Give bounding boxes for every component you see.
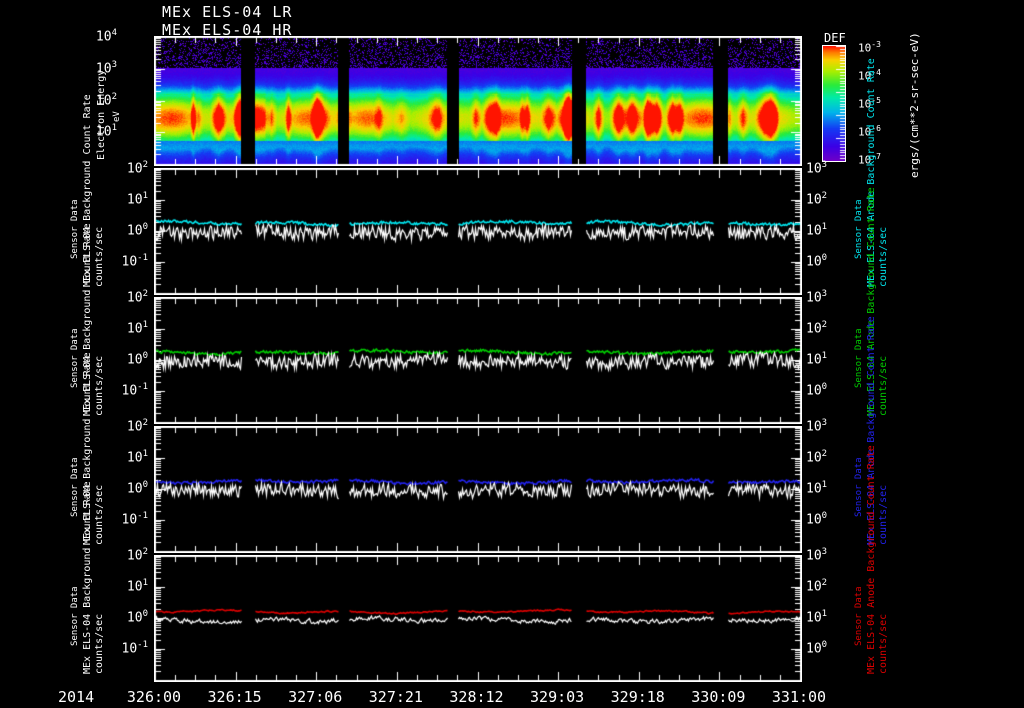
ytick-right-anode-2-3: 100 [806,382,828,399]
ylabel-left-l2-anode-4: counts/sec [94,613,105,674]
xtick-label-4: 328:12 [449,688,504,706]
xtick-label-5: 329:03 [530,688,585,706]
colorbar-tick-2: 10-5 [858,96,881,111]
ytick-left-anode-1-1: 101 [126,191,148,208]
line-plot-area-anode-4 [154,555,802,682]
line-panel-anode-3 [154,426,802,553]
ytick-right-anode-3-3: 100 [806,511,828,528]
spectrogram-ytick-2: 102 [95,91,117,108]
ytick-right-anode-2-2: 101 [806,351,828,368]
colorbar-tick-3: 10-6 [858,124,881,139]
ylabel-right-l2-anode-3: counts/sec [878,484,889,545]
ytick-right-anode-2-0: 103 [806,289,828,306]
xtick-label-1: 326:15 [207,688,262,706]
ytick-right-anode-3-2: 101 [806,480,828,497]
ytick-right-anode-4-2: 101 [806,609,828,626]
xtick-label-7: 330:09 [691,688,746,706]
ytick-left-anode-3-1: 101 [126,449,148,466]
ytick-left-anode-2-0: 102 [126,289,148,306]
xtick-label-8: 331:00 [771,688,827,706]
line-plot-area-anode-2 [154,297,802,424]
colorbar-title: DEF [824,31,846,45]
ytick-right-anode-1-3: 100 [806,253,828,270]
ytick-right-anode-4-1: 102 [806,578,828,595]
line-panel-anode-4 [154,555,802,682]
line-plot-area-anode-3 [154,426,802,553]
ylabel-right-l2-anode-1: counts/sec [878,226,889,287]
spectrogram-ytick-0: 104 [95,28,117,45]
ytick-right-anode-3-0: 103 [806,418,828,435]
ytick-left-anode-4-3: 10-1 [121,640,149,657]
colorbar-tick-4: 10-7 [858,152,881,167]
ytick-right-anode-4-0: 103 [806,547,828,564]
ytick-left-anode-4-0: 102 [126,547,148,564]
ytick-right-anode-1-0: 103 [806,160,828,177]
ytick-left-anode-3-0: 102 [126,418,148,435]
spectrogram-image [154,36,802,166]
plot-title-line1: MEx ELS-04 LR [162,3,293,21]
ylabel-left-l2-anode-1: counts/sec [94,226,105,287]
ytick-left-anode-2-3: 10-1 [121,382,149,399]
xtick-label-3: 327:21 [368,688,423,706]
spectrogram-ylabel-line1: Electron Energy [96,69,107,160]
ytick-right-anode-2-1: 102 [806,320,828,337]
xtick-label-0: 326:00 [126,688,182,706]
ytick-right-anode-4-3: 100 [806,640,828,657]
line-panel-anode-2 [154,297,802,424]
ytick-left-anode-1-3: 10-1 [121,253,149,270]
ytick-right-anode-1-1: 102 [806,191,828,208]
colorbar-units-label: ergs/(cm**2-sr-sec-eV) [908,32,921,178]
ytick-left-anode-3-2: 100 [126,480,148,497]
ytick-left-anode-1-2: 100 [126,222,148,239]
ylabel-left-l3-anode-2: Sensor Data [70,328,80,388]
ylabel-left-l3-anode-1: Sensor Data [70,199,80,259]
ytick-left-anode-1-0: 102 [126,160,148,177]
spectrogram-panel [154,36,802,166]
ylabel-right-l3-anode-3: Sensor Data [854,457,864,517]
spectrogram-ytick-1: 103 [95,59,117,77]
line-panel-anode-1 [154,168,802,295]
ylabel-left-l1-anode-4: MEx ELS-04 Background Count Rate [82,481,93,674]
ylabel-right-l3-anode-2: Sensor Data [854,328,864,388]
ylabel-right-l2-anode-2: counts/sec [878,355,889,416]
ytick-right-anode-1-2: 101 [806,222,828,239]
ylabel-right-l1-anode-4: MEx ELS-04 Anode Background Count Rate [866,445,877,674]
ylabel-left-l2-anode-2: counts/sec [94,355,105,416]
ytick-right-anode-3-1: 102 [806,449,828,466]
ylabel-left-l3-anode-4: Sensor Data [70,586,80,646]
xtick-label-6: 329:18 [610,688,665,706]
spectrogram-ytick-3: 101 [95,123,117,140]
xtick-label-2: 327:06 [288,688,343,706]
ytick-left-anode-2-1: 101 [126,320,148,337]
colorbar-gradient [822,45,846,162]
ylabel-right-l3-anode-1: Sensor Data [854,199,864,259]
colorbar-tick-0: 10-3 [858,40,881,55]
ytick-left-anode-3-3: 10-1 [121,511,149,528]
ytick-left-anode-2-2: 100 [126,351,148,368]
xaxis-year: 2014 [58,688,95,706]
ylabel-right-l3-anode-4: Sensor Data [854,586,864,646]
spectrogram-ylabel-line2: eV [112,111,122,122]
line-plot-area-anode-1 [154,168,802,295]
ylabel-left-l3-anode-3: Sensor Data [70,457,80,517]
ytick-left-anode-4-1: 101 [126,578,148,595]
plot-title-line2: MEx ELS-04 HR [162,21,293,39]
ylabel-left-l2-anode-3: counts/sec [94,484,105,545]
ylabel-right-l2-anode-4: counts/sec [878,613,889,674]
ytick-left-anode-4-2: 100 [126,609,148,626]
colorbar-tick-1: 10-4 [858,68,881,83]
